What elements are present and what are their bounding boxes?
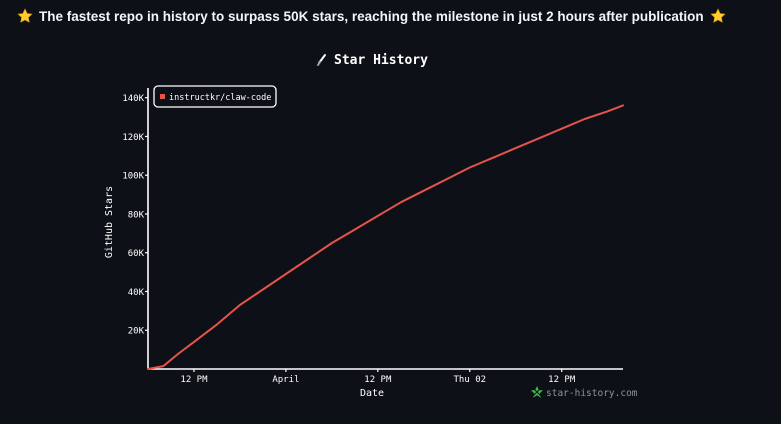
x-tick-label: 12 PM: [364, 375, 392, 385]
y-tick-label: 80K: [128, 210, 145, 220]
star-history-logo-icon: [531, 386, 543, 398]
legend-label: instructkr/claw-code: [169, 93, 271, 103]
watermark[interactable]: star-history.com: [531, 386, 638, 399]
y-ticks: 20K 40K 60K 80K 100K 120K 140K: [122, 94, 148, 337]
headline-text: The fastest repo in history to surpass 5…: [39, 8, 704, 24]
chart-title: Star History: [334, 53, 428, 68]
series-group: [147, 104, 624, 370]
legend-swatch: [160, 94, 165, 99]
star-emoji-icon: [710, 8, 726, 23]
y-tick-label: 60K: [128, 249, 145, 259]
y-tick-label: 140K: [122, 94, 144, 104]
chart-title-group: Star History: [317, 53, 428, 68]
series-line: [147, 104, 624, 370]
y-tick-label: 20K: [128, 327, 145, 337]
x-tick-label: April: [272, 375, 299, 385]
watermark-text: star-history.com: [546, 388, 638, 399]
x-tick-label: 12 PM: [180, 375, 208, 385]
y-axis-label: GitHub Stars: [104, 186, 115, 258]
x-tick-label: 12 PM: [548, 375, 576, 385]
y-tick-label: 120K: [122, 133, 144, 143]
headline: The fastest repo in history to surpass 5…: [17, 8, 767, 24]
link-icon: [317, 54, 326, 66]
y-tick-label: 40K: [128, 288, 145, 298]
x-axis-label: Date: [360, 388, 384, 399]
legend-box: [153, 85, 277, 108]
x-ticks: 12 PM April 12 PM Thu 02 12 PM: [180, 369, 576, 385]
star-emoji-icon: [17, 8, 33, 23]
legend: instructkr/claw-code: [153, 85, 277, 108]
y-tick-label: 100K: [122, 172, 144, 182]
x-tick-label: Thu 02: [454, 375, 487, 385]
